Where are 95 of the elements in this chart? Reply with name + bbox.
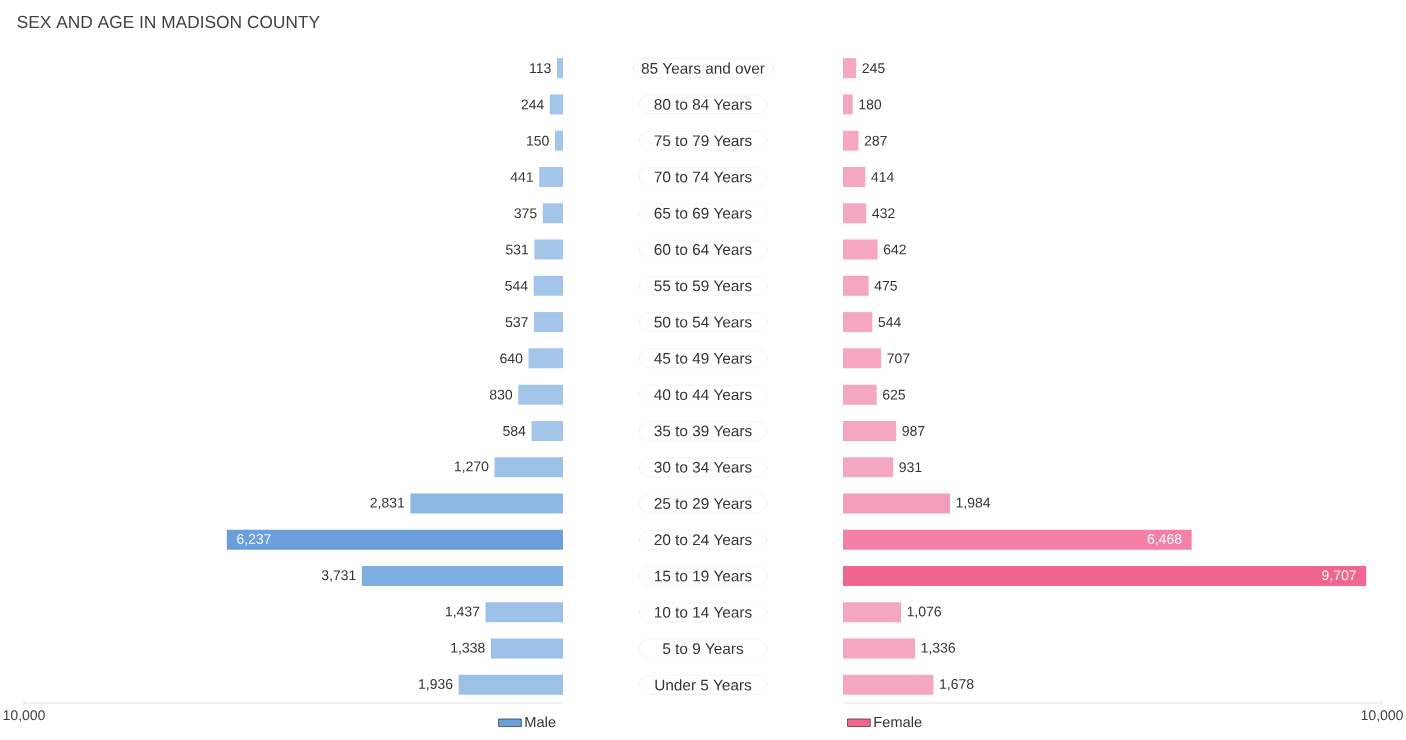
data-label: 375 xyxy=(514,208,537,219)
bar xyxy=(843,166,866,187)
bar xyxy=(843,203,867,224)
bar xyxy=(843,58,857,79)
x-tick-label: 10,000 xyxy=(1361,710,1403,722)
y-tick-label: 80 to 84 Years xyxy=(654,98,752,110)
data-label: 1,984 xyxy=(956,497,991,510)
bar xyxy=(843,384,877,405)
y-tick-label: 40 to 44 Years xyxy=(654,389,752,401)
bar xyxy=(843,348,882,369)
y-tick-label: 25 to 29 Years xyxy=(654,498,752,509)
bar xyxy=(531,420,563,441)
data-label: 1,076 xyxy=(907,606,942,619)
bar xyxy=(843,566,1367,587)
data-label: 1,270 xyxy=(454,461,489,473)
bar xyxy=(843,457,894,478)
y-tick-label: 60 to 64 Years xyxy=(654,244,752,255)
data-label: 1,678 xyxy=(940,679,974,691)
data-label: 830 xyxy=(489,389,513,400)
bar xyxy=(843,529,1192,550)
y-tick-label: 85 Years and over xyxy=(641,62,765,74)
data-label: 544 xyxy=(878,317,901,327)
legend-label: Male xyxy=(525,716,556,728)
y-tick-label: 70 to 74 Years xyxy=(654,171,752,183)
bar xyxy=(843,602,902,623)
data-label: 150 xyxy=(527,135,549,146)
y-tick-label: 45 to 49 Years xyxy=(654,352,752,364)
y-tick-label: 50 to 54 Years xyxy=(654,316,752,328)
data-label: 180 xyxy=(859,99,882,110)
bar xyxy=(843,493,950,514)
data-label: 475 xyxy=(874,280,897,291)
data-label: 531 xyxy=(505,244,529,255)
data-label: 584 xyxy=(503,425,526,436)
data-label: 441 xyxy=(510,172,533,182)
data-label: 1,936 xyxy=(419,679,453,691)
data-label: 1,437 xyxy=(445,606,480,619)
y-tick-label: 10 to 14 Years xyxy=(655,606,752,618)
data-label: 987 xyxy=(902,425,925,436)
bar xyxy=(843,674,934,695)
bar xyxy=(490,638,563,659)
y-tick-label: 75 to 79 Years xyxy=(654,135,752,147)
y-tick-label: 15 to 19 Years xyxy=(655,570,752,582)
bar xyxy=(226,529,563,550)
bar xyxy=(843,312,873,333)
bar xyxy=(533,275,563,296)
bar xyxy=(556,58,563,79)
bar xyxy=(494,457,563,478)
bar xyxy=(843,130,859,151)
bar xyxy=(549,94,563,115)
bar xyxy=(410,493,563,514)
data-label: 113 xyxy=(530,63,551,74)
bar xyxy=(542,203,563,224)
data-label: 6,237 xyxy=(237,533,271,546)
bar xyxy=(843,638,916,659)
legend-label: Female xyxy=(874,716,922,728)
data-label: 537 xyxy=(505,317,528,328)
data-label: 287 xyxy=(864,135,887,146)
bar xyxy=(843,94,853,115)
data-label: 3,731 xyxy=(321,570,356,582)
data-label: 625 xyxy=(883,389,906,400)
bar xyxy=(528,348,563,369)
bar xyxy=(843,275,869,296)
y-tick-label: 20 to 24 Years xyxy=(654,534,752,546)
chart-title: SEX AND AGE IN MADISON COUNTY xyxy=(17,15,320,29)
data-label: 1,338 xyxy=(451,642,485,655)
data-label: 245 xyxy=(862,63,885,74)
bar xyxy=(843,420,897,441)
y-tick-label: 5 to 9 Years xyxy=(662,643,744,655)
bar xyxy=(534,239,563,260)
data-label: 9,707 xyxy=(1322,570,1356,582)
y-tick-label: 65 to 69 Years xyxy=(654,207,752,219)
data-label: 2,831 xyxy=(370,497,405,510)
y-tick-label: 55 to 59 Years xyxy=(654,280,752,292)
data-label: 1,336 xyxy=(921,642,956,655)
bar xyxy=(361,566,563,587)
y-tick-label: Under 5 Years xyxy=(655,679,752,691)
bar xyxy=(554,130,563,151)
bar xyxy=(539,166,563,187)
data-label: 640 xyxy=(500,353,523,364)
bar xyxy=(843,239,878,260)
data-label: 707 xyxy=(887,353,910,364)
bar xyxy=(485,602,563,623)
y-tick-label: 30 to 34 Years xyxy=(654,461,752,473)
bar xyxy=(518,384,563,405)
bar xyxy=(534,312,563,333)
x-tick-label: 10,000 xyxy=(3,710,45,722)
data-label: 931 xyxy=(899,462,922,473)
data-label: 244 xyxy=(521,99,544,110)
y-tick-label: 35 to 39 Years xyxy=(654,425,752,437)
data-label: 414 xyxy=(871,172,894,182)
data-label: 432 xyxy=(872,208,895,219)
data-label: 6,468 xyxy=(1147,533,1182,546)
bar xyxy=(458,674,563,695)
data-label: 544 xyxy=(505,280,528,291)
data-label: 642 xyxy=(883,244,906,255)
